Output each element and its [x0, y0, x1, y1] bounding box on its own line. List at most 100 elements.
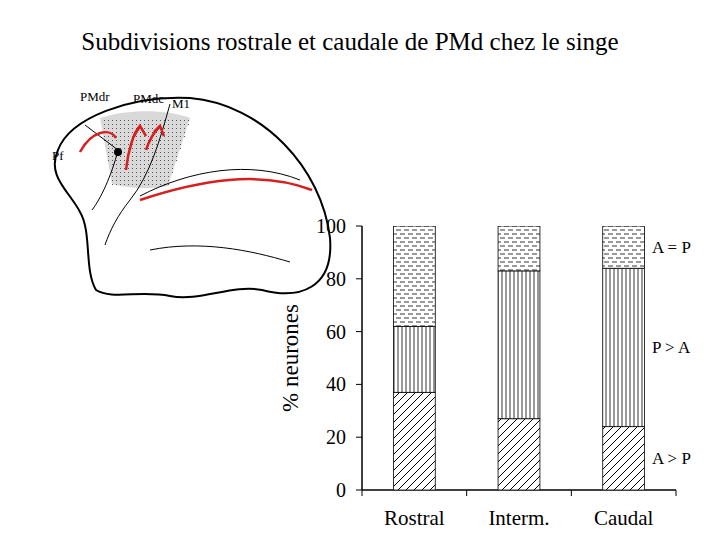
dot — [164, 152, 165, 153]
dot — [172, 124, 173, 125]
dot — [176, 120, 177, 121]
dot — [140, 164, 141, 165]
bar-segment — [498, 271, 540, 419]
dot — [116, 164, 117, 165]
dot — [112, 164, 113, 165]
x-tick — [362, 490, 363, 496]
dot — [140, 152, 141, 153]
dot — [124, 180, 125, 181]
sulcus — [150, 246, 290, 262]
dot — [148, 136, 149, 137]
dot — [120, 176, 121, 177]
dot — [152, 128, 153, 129]
dot — [140, 180, 141, 181]
dot — [128, 136, 129, 137]
bar-segment — [393, 226, 435, 326]
dot — [168, 172, 169, 173]
dot — [148, 132, 149, 133]
dot — [140, 132, 141, 133]
dot — [132, 180, 133, 181]
dot — [164, 180, 165, 181]
dot — [116, 172, 117, 173]
dot — [128, 176, 129, 177]
dot — [136, 172, 137, 173]
dot — [112, 176, 113, 177]
y-tick-label: 40 — [326, 373, 346, 395]
dot — [144, 180, 145, 181]
y-axis — [361, 226, 363, 490]
dot — [160, 160, 161, 161]
dot — [120, 156, 121, 157]
x-tick-label: Caudal — [594, 506, 654, 530]
dot — [184, 136, 185, 137]
dot — [164, 172, 165, 173]
dot — [120, 172, 121, 173]
dot — [164, 156, 165, 157]
dot — [132, 172, 133, 173]
dot — [124, 160, 125, 161]
dot — [136, 184, 137, 185]
y-tick-label: 60 — [326, 321, 346, 343]
dot — [160, 132, 161, 133]
dot — [188, 124, 189, 125]
dot — [144, 144, 145, 145]
dot — [128, 144, 129, 145]
dot — [120, 180, 121, 181]
dot — [124, 132, 125, 133]
dot — [164, 176, 165, 177]
dot — [132, 156, 133, 157]
dot — [124, 140, 125, 141]
dot — [168, 176, 169, 177]
chart-root: Subdivisions rostrale et caudale de PMd … — [0, 0, 720, 540]
dot — [164, 128, 165, 129]
dot — [124, 128, 125, 129]
dot — [136, 140, 137, 141]
dot — [180, 140, 181, 141]
dot — [104, 124, 105, 125]
dot — [128, 128, 129, 129]
dot — [176, 140, 177, 141]
dot — [168, 156, 169, 157]
dot — [172, 164, 173, 165]
series-label: A > P — [652, 449, 691, 468]
title: Subdivisions rostrale et caudale de PMd … — [81, 28, 618, 55]
dot — [124, 184, 125, 185]
dot — [160, 172, 161, 173]
dot — [120, 136, 121, 137]
annotation: M1 — [172, 96, 190, 111]
dot — [116, 160, 117, 161]
dot — [112, 124, 113, 125]
dot — [144, 184, 145, 185]
dot — [140, 144, 141, 145]
dot — [156, 168, 157, 169]
annotation: Pf — [52, 148, 64, 163]
dot — [156, 184, 157, 185]
dot — [144, 128, 145, 129]
dot — [128, 124, 129, 125]
dot — [128, 168, 129, 169]
y-tick — [356, 226, 362, 227]
dot — [160, 144, 161, 145]
dot — [120, 132, 121, 133]
dot — [148, 172, 149, 173]
dot — [172, 172, 173, 173]
dot — [156, 136, 157, 137]
bar-segment — [603, 226, 645, 268]
dot — [116, 184, 117, 185]
dot — [156, 180, 157, 181]
dot — [112, 184, 113, 185]
dot — [168, 184, 169, 185]
dot — [152, 176, 153, 177]
dot — [172, 156, 173, 157]
dot — [124, 148, 125, 149]
dot — [180, 120, 181, 121]
dot — [140, 120, 141, 121]
dot — [120, 128, 121, 129]
dot — [160, 180, 161, 181]
dot — [140, 148, 141, 149]
dot — [156, 152, 157, 153]
dot — [172, 168, 173, 169]
dot — [136, 144, 137, 145]
dot — [124, 172, 125, 173]
dot — [124, 124, 125, 125]
